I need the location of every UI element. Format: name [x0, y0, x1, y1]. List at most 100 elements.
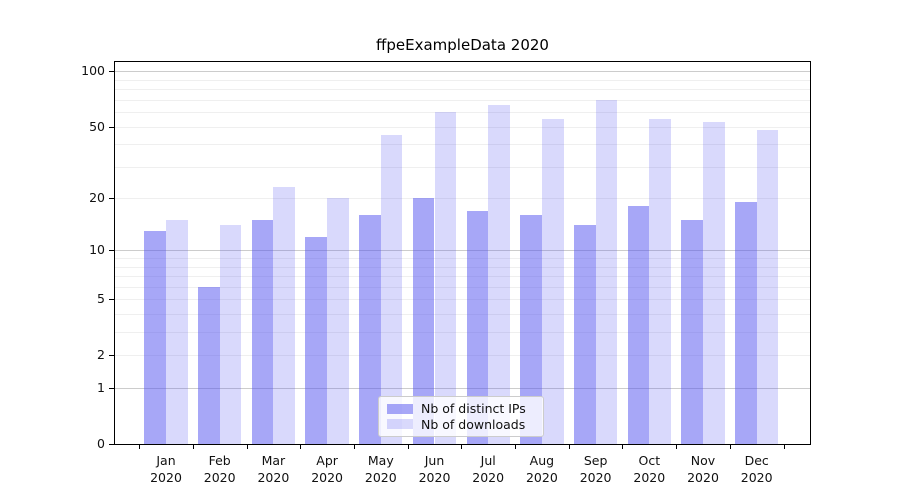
x-tick-5 — [407, 445, 409, 449]
legend-swatch-downloads — [387, 419, 413, 430]
gridline-minor-5 — [115, 299, 810, 301]
x-label-year-nov: 2020 — [687, 470, 719, 485]
chart-title: ffpeExampleData 2020 — [376, 36, 549, 54]
bar-distinct-ips-may — [359, 215, 381, 444]
gridlines-layer — [115, 62, 810, 444]
gridline-minor-7 — [115, 276, 810, 278]
x-label-month-oct: Oct — [638, 453, 661, 468]
x-label-year-oct: 2020 — [633, 470, 666, 485]
y-tick-1 — [109, 388, 114, 390]
x-label-sep: Sep 2020 — [569, 452, 623, 486]
x-label-month-jun: Jun — [424, 453, 445, 468]
bar-distinct-ips-nov — [681, 220, 703, 444]
x-label-month-dec: Dec — [744, 453, 769, 468]
x-label-month-jan: Jan — [156, 453, 176, 468]
bar-downloads-mar — [273, 187, 296, 444]
x-tick-6 — [461, 445, 463, 449]
y-tick-label-0: 0 — [97, 436, 105, 451]
gridline-minor-20 — [115, 198, 810, 200]
x-label-year-apr: 2020 — [311, 470, 343, 485]
bar-distinct-ips-apr — [305, 236, 328, 444]
x-label-year-aug: 2020 — [525, 470, 558, 485]
y-tick-20 — [109, 198, 114, 200]
x-tick-8 — [568, 445, 570, 449]
bar-distinct-ips-feb — [198, 286, 220, 444]
x-label-dec: Dec 2020 — [730, 452, 784, 486]
gridline-minor-6 — [115, 286, 810, 288]
x-tick-3 — [300, 445, 302, 449]
y-tick-label-1: 1 — [97, 380, 105, 396]
bar-downloads-aug — [541, 119, 564, 444]
gridline-minor-30 — [115, 166, 810, 168]
y-tick-100 — [109, 71, 114, 73]
x-tick-2 — [246, 445, 248, 449]
bar-downloads-dec — [756, 129, 779, 444]
x-tick-0 — [139, 445, 141, 449]
x-label-month-mar: Mar — [261, 453, 286, 468]
y-tick-label-50: 50 — [89, 118, 105, 134]
x-tick-10 — [676, 445, 678, 449]
y-tick-10 — [109, 250, 114, 252]
x-label-mar: Mar 2020 — [246, 452, 300, 486]
gridline-minor-50 — [115, 126, 810, 128]
x-label-apr: Apr 2020 — [300, 452, 354, 486]
legend-label-downloads: Nb of downloads — [421, 416, 526, 432]
gridline-major-1 — [115, 388, 810, 390]
gridline-minor-2 — [115, 355, 810, 357]
gridline-minor-60 — [115, 112, 810, 114]
bar-downloads-jul — [488, 104, 510, 444]
bar-downloads-may — [380, 134, 403, 444]
gridline-minor-3 — [115, 332, 810, 334]
legend-swatch-distinct-ips — [387, 403, 413, 414]
x-label-feb: Feb 2020 — [193, 452, 247, 486]
gridline-minor-9 — [115, 258, 810, 260]
bar-distinct-ips-aug — [520, 215, 542, 444]
x-label-oct: Oct 2020 — [622, 452, 676, 486]
x-label-month-apr: Apr — [316, 453, 338, 468]
gridline-minor-8 — [115, 266, 810, 268]
bar-distinct-ips-mar — [251, 220, 274, 444]
x-label-month-jul: Jul — [480, 453, 496, 468]
gridline-minor-90 — [115, 79, 810, 81]
x-label-may: May 2020 — [354, 452, 408, 486]
bar-distinct-ips-sep — [573, 225, 596, 444]
x-label-month-nov: Nov — [690, 453, 716, 468]
x-label-aug: Aug 2020 — [515, 452, 569, 486]
gridline-major-100 — [115, 71, 810, 73]
x-label-jul: Jul 2020 — [461, 452, 515, 486]
x-label-year-feb: 2020 — [203, 470, 236, 485]
x-tick-12 — [783, 445, 785, 449]
y-tick-label-10: 10 — [89, 242, 105, 258]
x-label-year-sep: 2020 — [579, 470, 612, 485]
legend: Nb of distinct IPs Nb of downloads — [378, 396, 544, 437]
x-label-year-jun: 2020 — [418, 470, 451, 485]
x-tick-7 — [515, 445, 517, 449]
gridline-major-10 — [115, 250, 810, 252]
bar-downloads-nov — [703, 121, 725, 444]
bar-downloads-jun — [434, 112, 457, 444]
x-label-year-jul: 2020 — [472, 470, 505, 485]
legend-item-distinct-ips: Nb of distinct IPs — [387, 401, 535, 416]
legend-item-downloads: Nb of downloads — [387, 417, 535, 432]
bar-distinct-ips-jul — [466, 210, 489, 444]
x-label-year-may: 2020 — [364, 470, 397, 485]
x-label-jan: Jan 2020 — [139, 452, 193, 486]
bar-distinct-ips-oct — [627, 206, 650, 444]
bar-downloads-sep — [595, 99, 618, 444]
bar-downloads-apr — [327, 198, 349, 444]
x-tick-1 — [192, 445, 194, 449]
x-label-year-dec: 2020 — [740, 470, 773, 485]
bar-downloads-oct — [649, 119, 671, 444]
y-tick-5 — [109, 299, 114, 301]
y-tick-label-100: 100 — [81, 63, 105, 79]
y-tick-label-5: 5 — [97, 291, 105, 307]
gridline-minor-70 — [115, 99, 810, 101]
plot-area — [114, 61, 811, 445]
bars-layer — [115, 62, 810, 444]
gridline-minor-80 — [115, 89, 810, 91]
bar-distinct-ips-dec — [735, 202, 757, 444]
y-tick-50 — [109, 126, 114, 128]
x-label-month-sep: Sep — [583, 453, 608, 468]
y-tick-label-20: 20 — [89, 190, 105, 206]
